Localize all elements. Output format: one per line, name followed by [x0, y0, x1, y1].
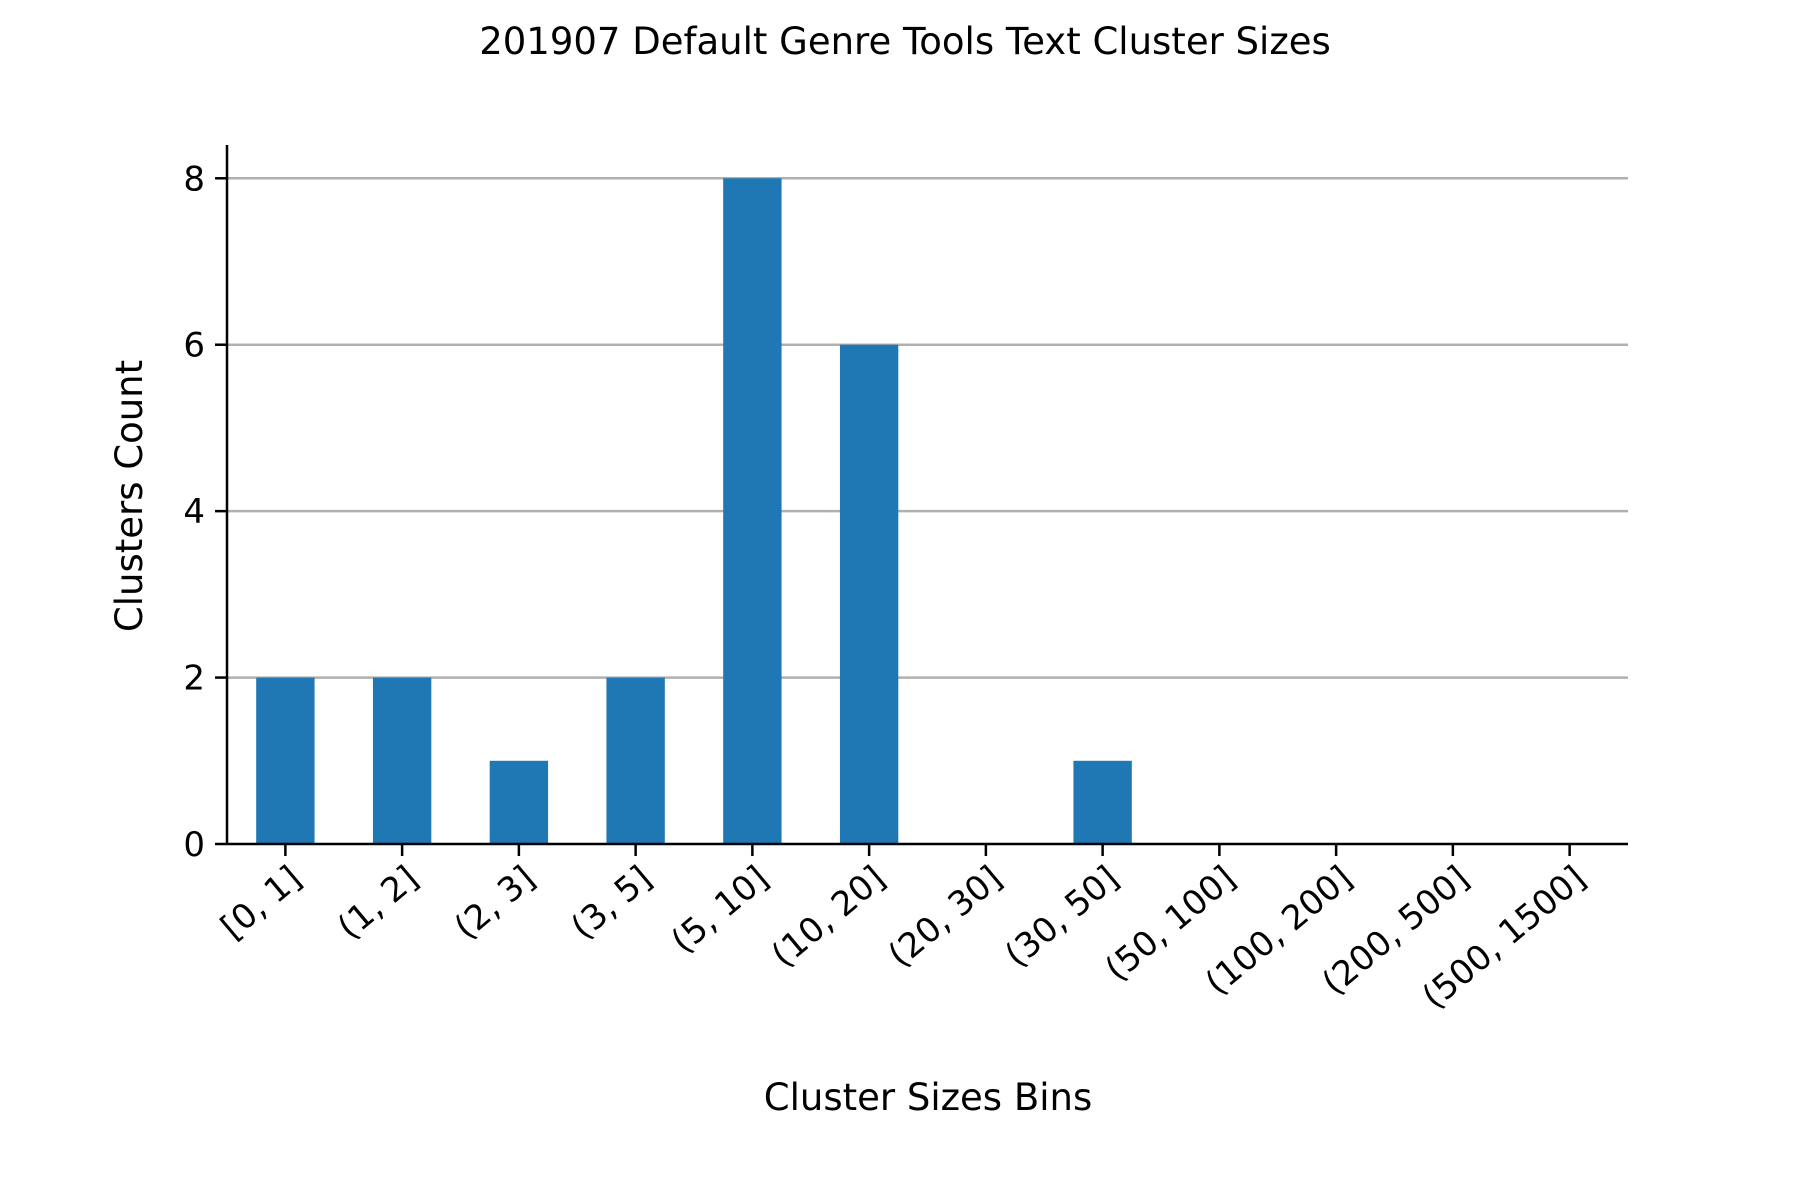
bar-3 [606, 677, 665, 844]
x-tick-label-0: [0, 1] [213, 858, 309, 947]
y-tick-label-3: 6 [183, 326, 205, 366]
gridlines [227, 177, 1628, 679]
x-tick-label-4: (5, 10] [664, 858, 776, 961]
y-tick-label-2: 4 [183, 492, 205, 532]
bar-0 [256, 677, 315, 844]
x-axis-label: Cluster Sizes Bins [764, 1076, 1092, 1119]
bar-4 [723, 178, 782, 845]
axes [225, 145, 1628, 846]
bar-7 [1073, 760, 1132, 844]
y-tick-label-0: 0 [183, 825, 205, 865]
y-axis-label: Clusters Count [108, 360, 151, 632]
x-ticks: [0, 1] (1, 2] (2, 3] (3, 5] (5, 10](10, 20](… [213, 844, 1593, 1017]
x-tick-label-6: (20, 30] [881, 858, 1010, 975]
y-ticks: 0 2 4 6 8 [183, 159, 227, 865]
bar-5 [839, 344, 899, 844]
x-tick-label-3: (3, 5] [564, 858, 660, 947]
x-tick-label-5: (10, 20] [764, 858, 893, 975]
y-tick-label-1: 2 [183, 659, 205, 699]
bar-1 [372, 677, 432, 844]
bars [256, 178, 1132, 845]
y-tick-label-4: 8 [183, 159, 205, 199]
chart-title: 201907 Default Genre Tools Text Cluster … [479, 20, 1331, 63]
bar-2 [489, 760, 549, 844]
x-tick-label-1: (1, 2] [330, 858, 426, 947]
x-tick-label-2: (2, 3] [447, 858, 543, 947]
